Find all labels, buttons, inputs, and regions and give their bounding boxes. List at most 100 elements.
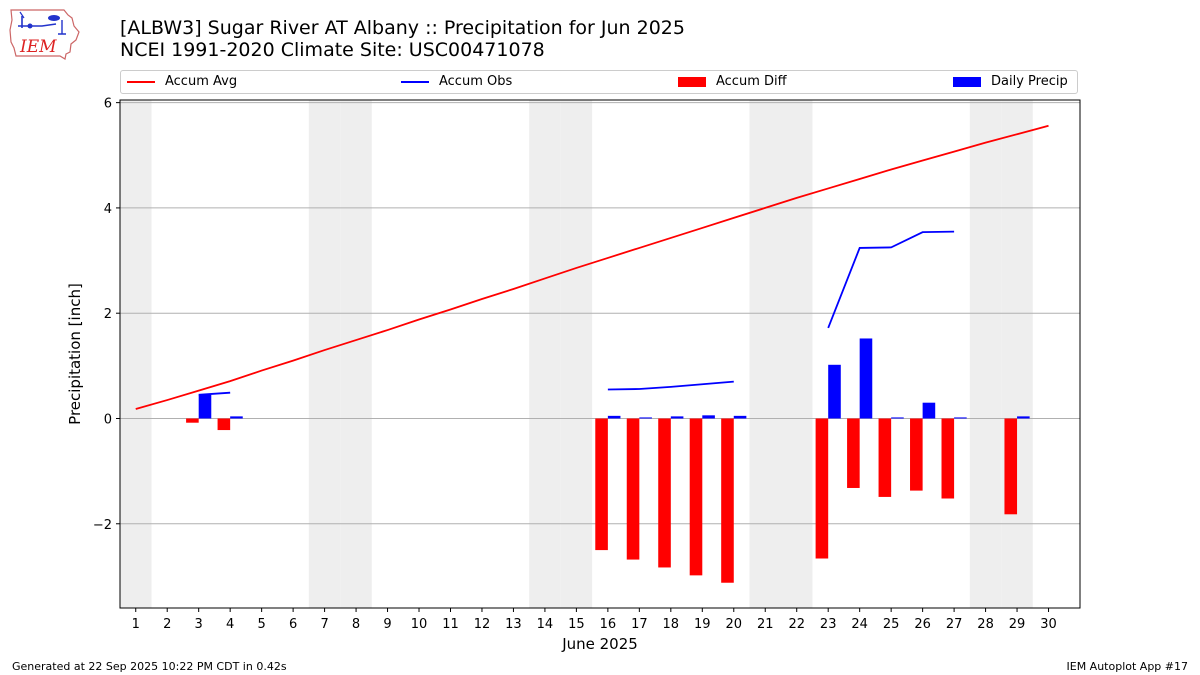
xtick-label-14: 14: [537, 617, 554, 632]
xtick-label-2: 2: [163, 617, 171, 632]
xtick-label-15: 15: [568, 617, 585, 632]
xtick-label-20: 20: [725, 617, 742, 632]
weekend-shade-day-28: [969, 100, 1002, 608]
xtick-label-22: 22: [788, 617, 805, 632]
weekend-shade-day-22: [780, 100, 813, 608]
legend-item-accum-diff: Accum Diff: [678, 74, 787, 89]
xtick-label-5: 5: [257, 617, 265, 632]
legend-item-accum-obs: Accum Obs: [401, 74, 512, 89]
title-line-1: [ALBW3] Sugar River AT Albany :: Precipi…: [120, 17, 685, 39]
xtick-label-16: 16: [600, 617, 617, 632]
daily-precip-bar-day-26: [922, 402, 936, 419]
xtick-label-12: 12: [474, 617, 491, 632]
daily-precip-bar-day-4: [230, 416, 243, 419]
logo-text: IEM: [19, 37, 57, 57]
legend-item-accum-avg: Accum Avg: [127, 74, 237, 89]
accum-diff-bar-day-17: [626, 418, 640, 560]
daily-precip-bar-day-18: [670, 416, 684, 419]
xtick-label-19: 19: [694, 617, 711, 632]
xtick-label-27: 27: [946, 617, 963, 632]
accum-diff-bar-day-29: [1004, 418, 1018, 515]
accum-diff-bar-day-26: [910, 418, 923, 491]
daily-precip-bar-day-29: [1017, 416, 1030, 419]
daily-precip-bar-day-25: [891, 417, 904, 419]
footer-generated: Generated at 22 Sep 2025 10:22 PM CDT in…: [12, 660, 287, 673]
xtick-label-17: 17: [631, 617, 648, 632]
xtick-label-23: 23: [820, 617, 837, 632]
weekend-shade-day-15: [560, 100, 593, 608]
accum-obs-line-segment-2: [607, 380, 734, 391]
xtick-label-28: 28: [977, 617, 994, 632]
footer-app: IEM Autoplot App #17: [1066, 660, 1189, 673]
title-line-2: NCEI 1991-2020 Climate Site: USC00471078: [120, 39, 545, 61]
daily-precip-bar-day-24: [859, 338, 873, 419]
xtick-label-29: 29: [1009, 617, 1026, 632]
legend-item-daily-precip: Daily Precip: [953, 74, 1068, 89]
accum-diff-bar-day-23: [815, 418, 829, 559]
lines: [135, 124, 1049, 410]
xtick-label-10: 10: [411, 617, 428, 632]
daily-precip-bar-day-27: [954, 417, 967, 419]
ytick-label-2: 2: [104, 307, 112, 322]
xtick-label-18: 18: [663, 617, 680, 632]
legend-swatch-daily-precip: [953, 76, 981, 87]
legend-swatch-accum-diff: [678, 76, 706, 87]
accum-diff-bar-day-24: [847, 418, 860, 488]
xtick-label-21: 21: [757, 617, 774, 632]
daily-precip-bar-day-3: [198, 394, 212, 419]
chart-title: [ALBW3] Sugar River AT Albany :: Precipi…: [120, 17, 685, 61]
daily-precip-bar-day-23: [828, 364, 841, 419]
ytick-label-0: 0: [104, 412, 112, 427]
legend: Accum Avg Accum Obs Accum Diff Daily Pre…: [120, 70, 1078, 94]
accum-diff-bar-day-20: [721, 418, 734, 583]
xtick-label-30: 30: [1040, 617, 1057, 632]
xtick-label-24: 24: [851, 617, 868, 632]
xtick-label-11: 11: [442, 617, 459, 632]
accum-diff-bar-day-25: [878, 418, 892, 497]
daily-precip-bar-day-20: [733, 415, 747, 419]
weekend-shading: [120, 100, 1033, 608]
xtick-label-26: 26: [914, 617, 931, 632]
accum-diff-bar-day-4: [217, 418, 231, 431]
legend-swatch-accum-obs: [401, 80, 429, 83]
legend-swatch-accum-avg: [127, 80, 155, 83]
xtick-label-6: 6: [289, 617, 297, 632]
xtick-label-9: 9: [383, 617, 391, 632]
xtick-label-7: 7: [320, 617, 328, 632]
accum-diff-bar-day-16: [595, 418, 608, 551]
weekend-shade-day-14: [529, 100, 561, 608]
legend-label-accum-obs: Accum Obs: [439, 74, 513, 89]
xtick-label-4: 4: [226, 617, 234, 632]
xtick-label-8: 8: [352, 617, 360, 632]
legend-label-daily-precip: Daily Precip: [991, 74, 1068, 89]
ytick-label-6: 6: [104, 97, 112, 112]
y-axis-label: Precipitation [inch]: [66, 283, 84, 425]
xtick-label-1: 1: [132, 617, 140, 632]
weekend-shade-day-1: [120, 100, 152, 608]
accum-obs-line-segment-3: [827, 230, 955, 329]
daily-precip-bar-day-19: [702, 415, 715, 419]
weekend-shade-day-21: [749, 100, 781, 608]
xtick-label-3: 3: [195, 617, 203, 632]
legend-label-accum-diff: Accum Diff: [716, 74, 787, 89]
xtick-label-25: 25: [883, 617, 900, 632]
legend-label-accum-avg: Accum Avg: [165, 74, 238, 89]
plot-frame: [119, 99, 1081, 609]
xtick-label-13: 13: [505, 617, 522, 632]
weekend-shade-day-8: [340, 100, 372, 608]
daily-precip-bar-day-16: [607, 415, 621, 419]
weekend-shade-day-29: [1001, 100, 1033, 608]
x-axis-label: June 2025: [561, 635, 638, 653]
ytick-label--2: −2: [93, 518, 112, 533]
accum-diff-bar-day-19: [689, 418, 703, 576]
daily-precip-bar-day-17: [639, 417, 652, 419]
bars: [186, 338, 1030, 583]
accum-obs-line-segment-1: [198, 391, 231, 396]
accum-diff-bar-day-27: [941, 418, 955, 499]
accum-diff-bar-day-18: [658, 418, 671, 568]
ytick-label-4: 4: [104, 202, 112, 217]
iem-logo: IEM: [8, 6, 80, 60]
accum-diff-bar-day-3: [186, 418, 199, 423]
